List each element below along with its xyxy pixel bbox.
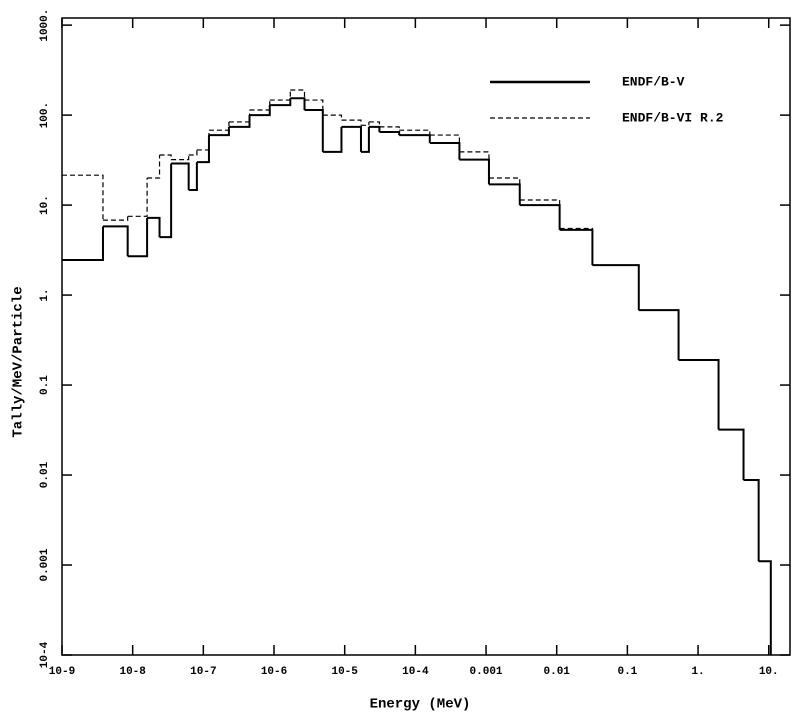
step-segment (488, 183, 521, 206)
plot-frame (61, 17, 791, 656)
step-segment (718, 428, 745, 481)
step-segment (159, 154, 172, 160)
y-tick-label: 1000. (39, 9, 51, 42)
step-segment (196, 130, 210, 151)
step-segment (208, 126, 230, 137)
step-segment (322, 114, 343, 121)
step-segment (102, 216, 129, 221)
step-segment (678, 358, 720, 430)
step-segment (368, 125, 381, 132)
step-segment (678, 359, 720, 430)
step-segment (269, 90, 291, 101)
step-segment (228, 109, 251, 123)
step-segment (360, 126, 370, 153)
step-segment (228, 115, 251, 128)
step-segment (758, 560, 772, 655)
step-segment (360, 121, 370, 126)
step-segment (758, 560, 772, 655)
y-tick-label: 1. (39, 288, 51, 301)
step-segment (638, 309, 680, 360)
x-tick-label: 0.01 (544, 666, 571, 678)
step-segment (592, 264, 640, 311)
step-segment (171, 162, 190, 191)
y-tick-label: 100. (39, 102, 51, 128)
y-tick-label: 0.1 (39, 375, 51, 395)
y-tick-label: 10. (39, 195, 51, 215)
step-segment (322, 126, 343, 153)
step-segment (379, 130, 401, 136)
step-segment (304, 99, 324, 116)
x-tick-label: 0.001 (470, 666, 503, 678)
y-tick-label: 0.001 (39, 548, 51, 581)
step-segment (171, 155, 190, 161)
step-segment (147, 216, 161, 238)
step-segment (188, 149, 198, 156)
step-segment (592, 264, 640, 311)
step-segment (159, 163, 173, 239)
step-segment (743, 479, 760, 562)
x-tick-label: 10-8 (119, 666, 146, 678)
step-segment (127, 217, 149, 258)
step-segment (488, 177, 521, 200)
step-segment (127, 178, 148, 217)
step-segment (188, 162, 198, 192)
step-segment (341, 119, 362, 126)
step-segment (147, 155, 161, 179)
step-segment (269, 98, 292, 107)
step-segment (399, 134, 431, 143)
step-segment (196, 135, 210, 164)
x-tick-label: 10-6 (261, 666, 287, 678)
x-tick-label: 10-4 (402, 666, 429, 678)
step-segment (290, 89, 306, 101)
step-segment (399, 129, 431, 136)
step-segment (519, 199, 561, 229)
step-segment (429, 134, 461, 152)
step-segment (62, 226, 104, 262)
step-segment (718, 428, 745, 481)
step-segment (379, 126, 400, 131)
step-segment (459, 158, 490, 185)
step-segment (638, 309, 680, 360)
step-segment (102, 225, 129, 257)
x-axis-title: Energy (MeV) (370, 697, 471, 713)
step-segment (559, 228, 594, 266)
x-tick-label: 10. (759, 666, 779, 678)
x-tick-label: 10-5 (331, 666, 358, 678)
step-segment (62, 174, 104, 221)
x-tick-label: 10-9 (49, 666, 75, 678)
step-segment (743, 479, 760, 562)
step-segment (304, 108, 324, 152)
step-segment (429, 141, 461, 160)
y-tick-label: 0.01 (39, 461, 51, 488)
step-segment (208, 121, 230, 131)
step-segment (459, 151, 490, 179)
y-axis-title: Tally/MeV/Particle (11, 286, 27, 437)
step-segment (519, 204, 561, 230)
y-tick-label: 10-4 (39, 641, 51, 668)
step-segment (249, 105, 271, 117)
x-tick-label: 0.1 (617, 666, 637, 678)
legend-label: ENDF/B-V (622, 74, 685, 89)
step-segment (341, 125, 362, 152)
step-segment (368, 121, 381, 127)
x-tick-label: 1. (691, 666, 704, 678)
legend-label: ENDF/B-VI R.2 (622, 110, 724, 125)
step-segment (290, 97, 306, 110)
x-tick-label: 10-7 (190, 666, 216, 678)
step-segment (249, 100, 271, 111)
step-segment (559, 227, 594, 266)
